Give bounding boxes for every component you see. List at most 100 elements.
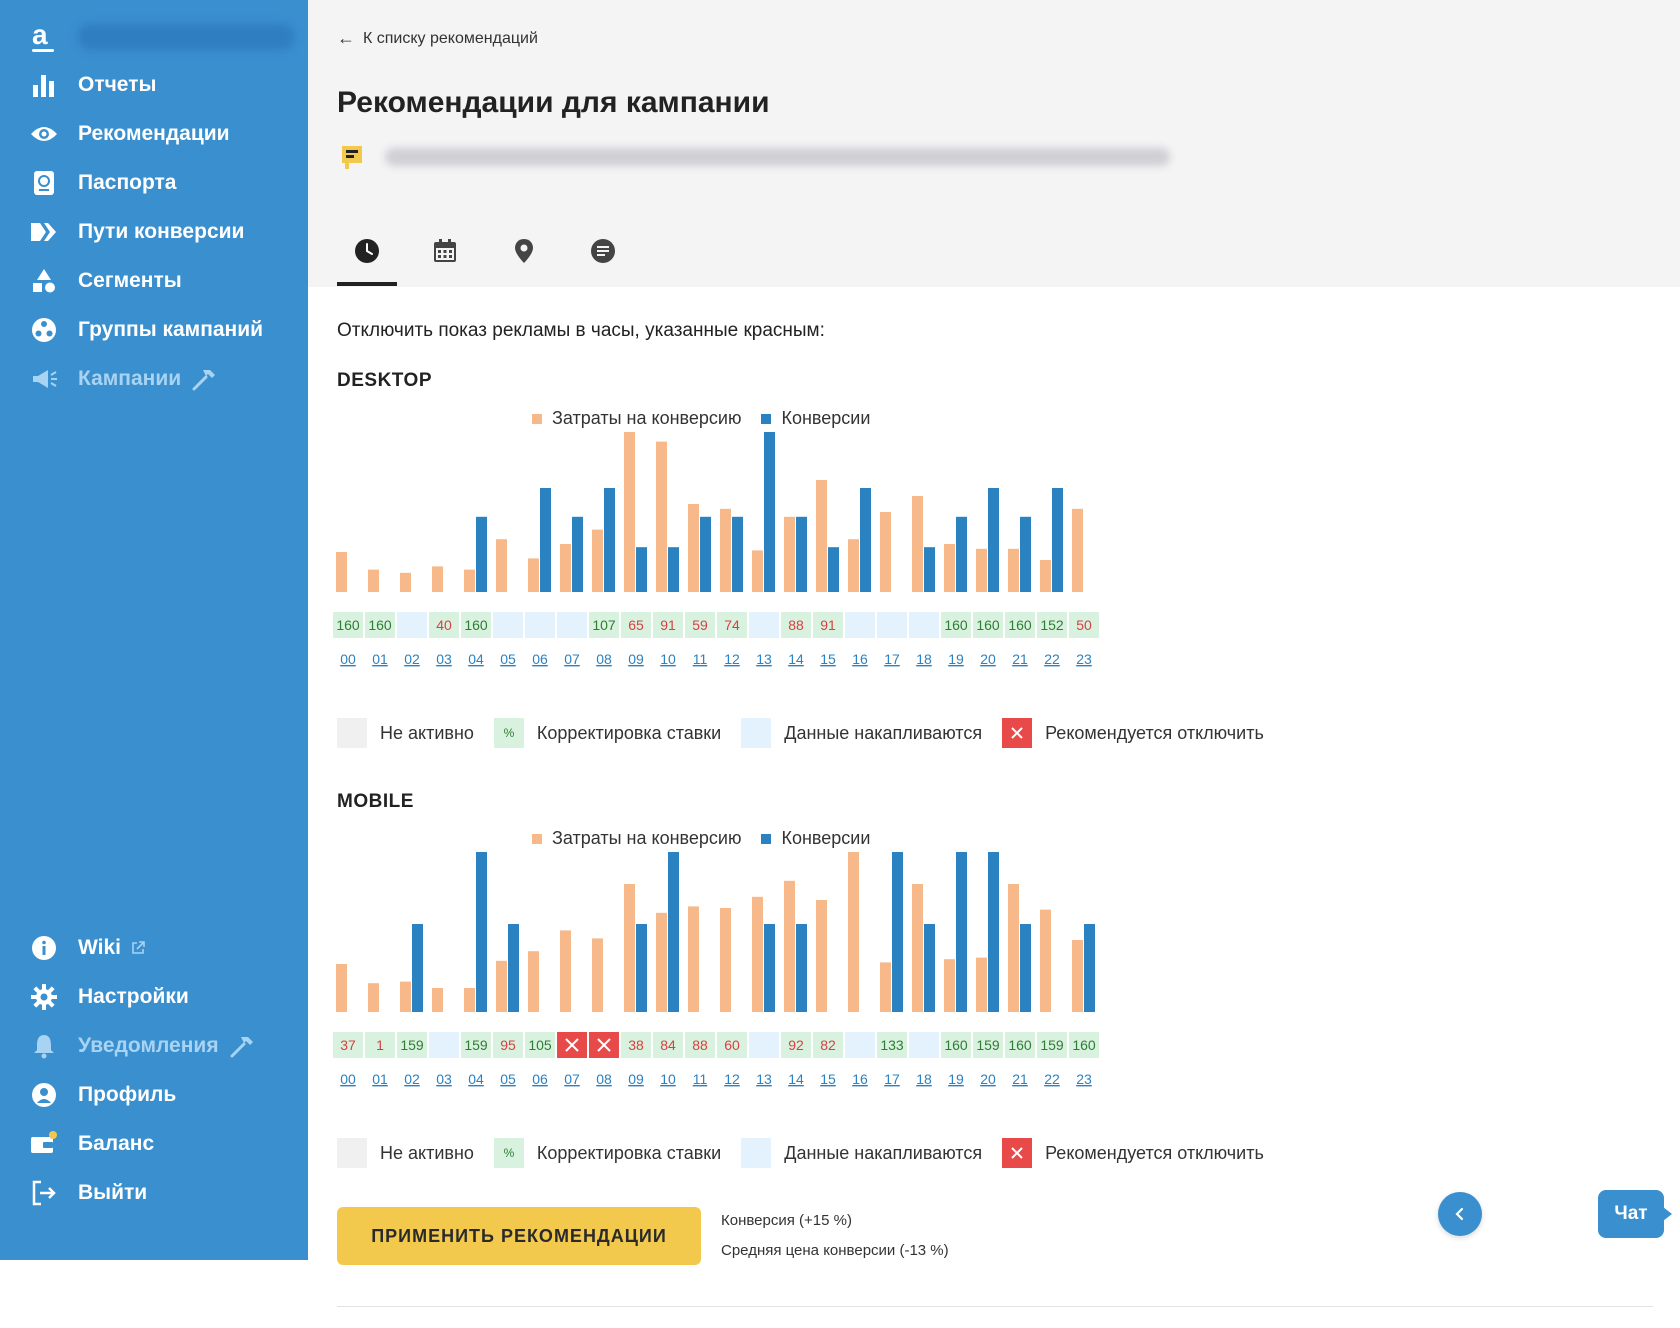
hour-link[interactable]: 14 [788, 1071, 804, 1087]
hour-link[interactable]: 22 [1044, 651, 1060, 667]
hour-link[interactable]: 08 [596, 651, 612, 667]
hour-link[interactable]: 21 [1012, 651, 1028, 667]
hour-link[interactable]: 11 [693, 1071, 708, 1087]
hour-link[interactable]: 18 [916, 651, 932, 667]
legend-recommend-label: Рекомендуется отключить [1045, 1142, 1264, 1163]
hour-link[interactable]: 16 [852, 651, 868, 667]
chat-button[interactable]: Чат [1598, 1190, 1672, 1238]
bar-conversions [796, 924, 807, 1012]
hour-link[interactable]: 19 [948, 1071, 964, 1087]
status-cell [525, 612, 555, 638]
tab-hours[interactable] [337, 232, 397, 286]
hour-link[interactable]: 23 [1076, 1071, 1092, 1087]
sidebar-item-notifications[interactable]: Уведомления [30, 1028, 255, 1064]
hour-link[interactable]: 02 [404, 1071, 420, 1087]
cell-value: 159 [464, 1037, 488, 1053]
back-link[interactable]: ← К списку рекомендаций [337, 28, 538, 49]
hour-link[interactable]: 14 [788, 651, 804, 667]
hour-link[interactable]: 15 [820, 651, 836, 667]
sidebar-item-logout[interactable]: Выйти [30, 1175, 147, 1211]
hour-link[interactable]: 15 [820, 1071, 836, 1087]
hour-link[interactable]: 00 [340, 651, 356, 667]
hour-link[interactable]: 19 [948, 651, 964, 667]
hour-link[interactable]: 01 [372, 1071, 388, 1087]
sidebar-item-settings[interactable]: Настройки [30, 979, 189, 1015]
hour-link[interactable]: 16 [852, 1071, 868, 1087]
hour-link[interactable]: 22 [1044, 1071, 1060, 1087]
close-icon [1011, 1147, 1023, 1159]
bar-conversions [540, 488, 551, 592]
sidebar-item-wiki[interactable]: Wiki [30, 930, 145, 966]
hour-link[interactable]: 04 [468, 1071, 484, 1087]
bell-icon [30, 1032, 58, 1060]
sidebar-item-label: Рекомендации [78, 122, 230, 145]
bar-cost [720, 908, 731, 1012]
hour-link[interactable]: 18 [916, 1071, 932, 1087]
hour-link[interactable]: 03 [436, 1071, 452, 1087]
hour-link[interactable]: 02 [404, 651, 420, 667]
hour-link[interactable]: 23 [1076, 651, 1092, 667]
hour-link[interactable]: 07 [564, 651, 580, 667]
sidebar-item-campaign-groups[interactable]: Группы кампаний [30, 312, 263, 348]
hour-link[interactable]: 10 [660, 651, 676, 667]
bar-cost [752, 550, 763, 592]
hour-link[interactable]: 04 [468, 651, 484, 667]
hour-link[interactable]: 08 [596, 1071, 612, 1087]
hour-link[interactable]: 11 [693, 651, 708, 667]
hour-link[interactable]: 01 [372, 651, 388, 667]
hour-link[interactable]: 13 [756, 651, 772, 667]
bar-cost [624, 884, 635, 1012]
legend-accum-label: Данные накапливаются [784, 722, 983, 743]
sidebar-item-label: Группы кампаний [78, 318, 264, 341]
hour-link[interactable]: 06 [532, 1071, 548, 1087]
hour-link[interactable]: 12 [724, 651, 740, 667]
hour-link[interactable]: 09 [628, 1071, 644, 1087]
hour-link[interactable]: 05 [500, 1071, 516, 1087]
hour-link[interactable]: 00 [340, 1071, 356, 1087]
hour-link[interactable]: 20 [980, 651, 996, 667]
hour-link[interactable]: 21 [1012, 1071, 1028, 1087]
apply-recommendations-button[interactable]: ПРИМЕНИТЬ РЕКОМЕНДАЦИИ [337, 1207, 701, 1265]
prediction-cost: Средняя цена конверсии (-13 %) [721, 1242, 949, 1259]
hour-link[interactable]: 13 [756, 1071, 772, 1087]
sidebar-item-label: Кампании [78, 367, 182, 390]
status-cell [461, 1032, 491, 1058]
app-logo-icon[interactable]: a [30, 20, 58, 54]
bar-cost [688, 906, 699, 1012]
sidebar-item-campaigns[interactable]: Кампании [30, 361, 217, 397]
sidebar-item-profile[interactable]: Профиль [30, 1077, 176, 1113]
sidebar-item-segments[interactable]: Сегменты [30, 263, 182, 299]
hour-link[interactable]: 05 [500, 651, 516, 667]
hour-link[interactable]: 17 [884, 1071, 900, 1087]
hour-link[interactable]: 10 [660, 1071, 676, 1087]
tab-days[interactable] [415, 232, 475, 286]
prediction-conversion: Конверсия (+15 %) [721, 1212, 852, 1229]
hour-link[interactable]: 03 [436, 651, 452, 667]
hour-link[interactable]: 09 [628, 651, 644, 667]
sidebar-item-recommendations[interactable]: Рекомендации [30, 116, 230, 152]
collapse-button[interactable] [1438, 1192, 1482, 1236]
bar-conversions [988, 488, 999, 592]
status-cell [1037, 612, 1067, 638]
sidebar-item-balance[interactable]: Баланс [30, 1126, 154, 1162]
hour-link[interactable]: 17 [884, 651, 900, 667]
bar-cost [784, 880, 795, 1012]
bar-cost [656, 912, 667, 1012]
hour-link[interactable]: 06 [532, 651, 548, 667]
sidebar-item-reports[interactable]: Отчеты [30, 67, 156, 103]
bar-conversions [636, 924, 647, 1012]
bar-cost [1072, 940, 1083, 1012]
tab-other[interactable] [573, 232, 633, 286]
tab-regions[interactable] [494, 232, 554, 286]
bar-conversions [412, 924, 423, 1012]
legend-cost-swatch [532, 413, 542, 424]
sidebar-item-conversion-paths[interactable]: Пути конверсии [30, 214, 244, 250]
bar-cost [1040, 909, 1051, 1012]
hour-link[interactable]: 20 [980, 1071, 996, 1087]
hour-link[interactable]: 07 [564, 1071, 580, 1087]
page-header [308, 0, 1680, 287]
site-selector[interactable] [78, 24, 294, 50]
sidebar-item-passports[interactable]: Паспорта [30, 165, 176, 201]
bar-conversions [892, 852, 903, 1012]
hour-link[interactable]: 12 [724, 1071, 740, 1087]
